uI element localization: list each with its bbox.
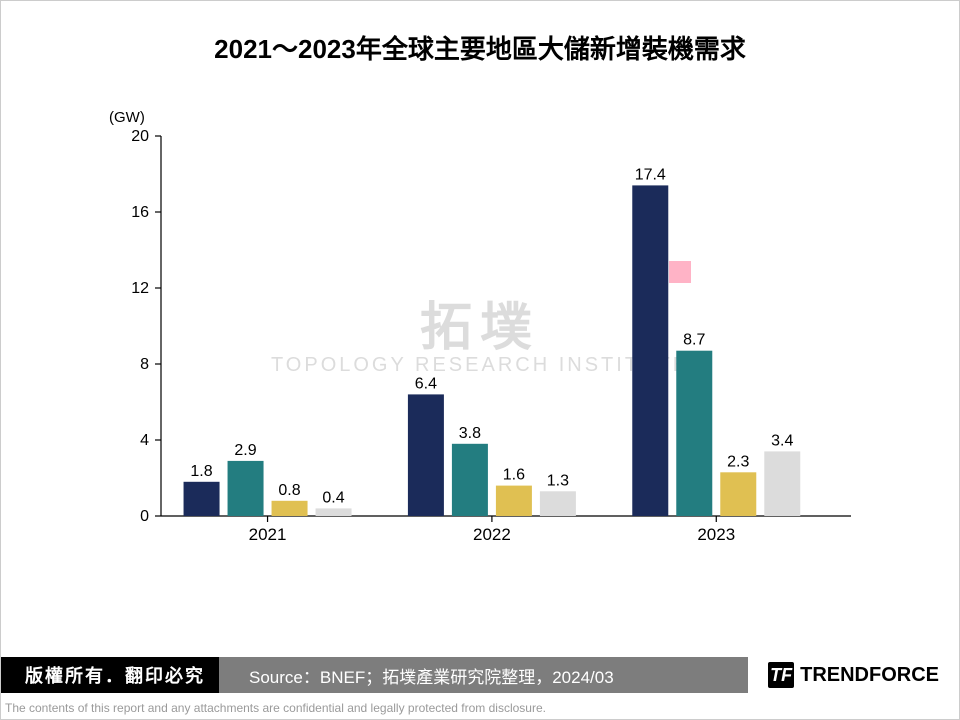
svg-text:12: 12 bbox=[131, 280, 149, 297]
bar-value-label: 0.8 bbox=[278, 482, 300, 499]
chart-area: 0 4 8 12 16 20 1.8 2.9 0.8 0.4 2021 6.4 3.8 1.6 1.3 202… bbox=[121, 126, 861, 556]
bar bbox=[452, 444, 488, 516]
bar-value-label: 17.4 bbox=[635, 166, 666, 183]
category-label: 2023 bbox=[697, 525, 735, 544]
bar-value-label: 2.3 bbox=[727, 453, 749, 470]
bar bbox=[720, 472, 756, 516]
bar-value-label: 3.8 bbox=[459, 425, 481, 442]
svg-text:8: 8 bbox=[140, 356, 149, 373]
footer: 版權所有．翻印必究 Source：BNEF；拓墣產業研究院整理，2024/03 … bbox=[1, 649, 959, 719]
brand-icon: TF bbox=[768, 662, 794, 688]
bar-value-label: 8.7 bbox=[683, 332, 705, 349]
category-label: 2022 bbox=[473, 525, 511, 544]
bar bbox=[408, 394, 444, 516]
y-axis-unit: (GW) bbox=[109, 109, 145, 126]
bar bbox=[272, 501, 308, 516]
bar-value-label: 6.4 bbox=[415, 375, 437, 392]
bar bbox=[316, 508, 352, 516]
bar bbox=[676, 351, 712, 516]
svg-text:20: 20 bbox=[131, 128, 149, 145]
chart-title: 2021～2023年全球主要地區大儲新增裝機需求 bbox=[1, 1, 959, 66]
brand-box: TF TRENDFORCE bbox=[748, 657, 959, 693]
source-label: Source：BNEF；拓墣產業研究院整理，2024/03 bbox=[219, 657, 748, 693]
category-label: 2021 bbox=[249, 525, 287, 544]
bar bbox=[540, 491, 576, 516]
bar bbox=[184, 482, 220, 516]
bar bbox=[496, 486, 532, 516]
copyright-label: 版權所有．翻印必究 bbox=[1, 657, 219, 693]
bar bbox=[632, 185, 668, 516]
chart-svg: 0 4 8 12 16 20 1.8 2.9 0.8 0.4 2021 6.4 3.8 1.6 1.3 202… bbox=[121, 126, 861, 556]
svg-text:16: 16 bbox=[131, 204, 149, 221]
bar-value-label: 1.6 bbox=[503, 467, 525, 484]
bar-value-label: 0.4 bbox=[322, 489, 344, 506]
bar-value-label: 3.4 bbox=[771, 432, 793, 449]
bar bbox=[764, 451, 800, 516]
disclaimer-text: The contents of this report and any atta… bbox=[5, 701, 546, 715]
bar-value-label: 1.8 bbox=[190, 463, 212, 480]
bar-value-label: 2.9 bbox=[234, 442, 256, 459]
bar-value-label: 1.3 bbox=[547, 472, 569, 489]
bar bbox=[228, 461, 264, 516]
svg-text:4: 4 bbox=[140, 432, 149, 449]
brand-name: TRENDFORCE bbox=[800, 664, 939, 687]
svg-text:0: 0 bbox=[140, 508, 149, 525]
